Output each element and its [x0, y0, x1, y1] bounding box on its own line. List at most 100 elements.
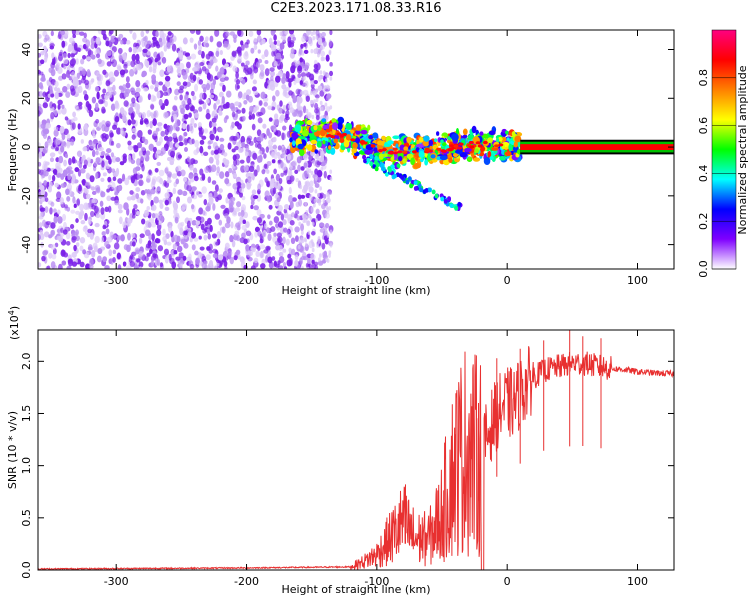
- noise-speckle: [224, 222, 231, 229]
- noise-speckle: [116, 127, 122, 135]
- noise-speckle: [139, 233, 145, 239]
- noise-speckle: [52, 56, 56, 65]
- noise-speckle: [135, 87, 141, 93]
- noise-speckle: [219, 137, 225, 142]
- noise-speckle: [146, 51, 151, 56]
- noise-speckle: [46, 265, 51, 269]
- signal-peak: [458, 142, 464, 146]
- noise-speckle: [314, 102, 319, 110]
- noise-speckle: [241, 107, 246, 114]
- noise-speckle: [108, 71, 114, 80]
- noise-speckle: [216, 71, 221, 79]
- noise-speckle: [78, 66, 84, 71]
- noise-speckle: [292, 36, 296, 41]
- noise-speckle: [178, 62, 185, 71]
- signal-blob: [352, 142, 358, 149]
- noise-speckle: [197, 40, 202, 47]
- signal-blob: [351, 147, 357, 154]
- noise-speckle: [49, 45, 55, 50]
- noise-speckle: [183, 51, 187, 56]
- signal-blob: [406, 153, 414, 159]
- noise-speckle: [61, 40, 66, 48]
- noise-speckle: [51, 52, 55, 59]
- noise-speckle: [71, 49, 76, 55]
- noise-speckle: [119, 161, 125, 166]
- noise-speckle: [183, 113, 189, 120]
- signal-peak: [436, 147, 442, 151]
- noise-speckle: [57, 209, 61, 215]
- noise-speckle: [151, 221, 157, 228]
- noise-speckle: [239, 159, 245, 164]
- noise-speckle: [176, 235, 181, 243]
- signal-blob: [402, 158, 407, 164]
- noise-speckle: [86, 56, 92, 61]
- signal-blob: [474, 148, 479, 154]
- signal-peak: [469, 145, 475, 149]
- noise-speckle: [161, 33, 167, 38]
- noise-speckle: [120, 72, 125, 78]
- noise-speckle: [106, 164, 110, 170]
- noise-speckle: [48, 174, 52, 181]
- noise-speckle: [190, 158, 196, 165]
- y-tick-label: 2.0: [20, 353, 33, 371]
- noise-speckle: [212, 203, 216, 211]
- noise-speckle: [88, 109, 94, 117]
- noise-speckle: [218, 91, 224, 98]
- signal-blob: [297, 143, 304, 150]
- noise-speckle: [238, 147, 244, 154]
- noise-speckle: [89, 232, 94, 240]
- noise-speckle: [94, 86, 100, 92]
- noise-speckle: [199, 62, 205, 67]
- noise-speckle: [90, 210, 95, 218]
- noise-speckle: [208, 196, 214, 205]
- signal-blob: [355, 137, 361, 144]
- spectrogram-frame: [37, 29, 675, 270]
- noise-speckle: [40, 77, 46, 82]
- noise-speckle: [65, 188, 70, 196]
- noise-speckle: [137, 64, 142, 71]
- noise-speckle: [315, 35, 319, 40]
- noise-speckle: [91, 149, 96, 158]
- noise-speckle: [104, 100, 108, 107]
- noise-speckle: [119, 107, 125, 115]
- signal-blob: [413, 162, 421, 169]
- noise-speckle: [102, 172, 107, 177]
- noise-speckle: [158, 199, 163, 204]
- noise-speckle: [235, 222, 241, 228]
- noise-speckle: [301, 35, 306, 43]
- noise-speckle: [272, 187, 277, 195]
- noise-speckle: [147, 221, 152, 228]
- noise-speckle: [287, 78, 294, 83]
- noise-speckle: [117, 65, 122, 71]
- noise-speckle: [135, 192, 140, 200]
- noise-speckle: [150, 188, 156, 195]
- colorbar-tick-label: 0.6: [697, 117, 710, 135]
- noise-speckle: [291, 165, 296, 170]
- signal-blob: [403, 146, 409, 151]
- noise-speckle: [329, 176, 333, 182]
- noise-speckle: [325, 56, 330, 61]
- noise-speckle: [118, 33, 124, 39]
- noise-speckle: [163, 135, 169, 141]
- noise-speckle: [277, 145, 282, 151]
- signal-blob: [337, 122, 343, 130]
- signal-blob: [406, 136, 412, 143]
- noise-speckle: [304, 181, 308, 186]
- noise-speckle: [202, 102, 207, 110]
- noise-speckle: [41, 219, 47, 227]
- noise-speckle: [186, 184, 192, 192]
- noise-speckle: [49, 152, 56, 158]
- noise-speckle: [275, 173, 281, 182]
- noise-speckle: [61, 73, 67, 80]
- noise-speckle: [317, 32, 322, 38]
- noise-speckle: [71, 261, 78, 267]
- noise-speckle: [168, 141, 173, 148]
- signal-blob: [457, 133, 461, 140]
- noise-speckle: [255, 250, 260, 258]
- noise-speckle: [253, 90, 259, 95]
- noise-speckle: [163, 45, 168, 52]
- noise-speckle: [171, 236, 175, 243]
- noise-speckle: [243, 64, 249, 71]
- signal-blob: [410, 157, 415, 166]
- noise-speckle: [131, 134, 136, 140]
